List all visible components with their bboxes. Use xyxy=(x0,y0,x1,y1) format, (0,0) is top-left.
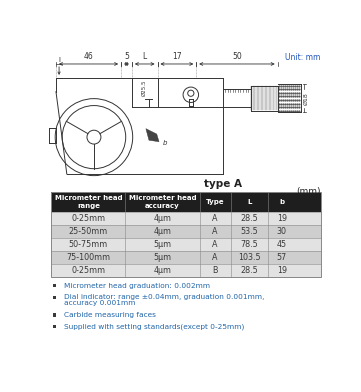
Bar xyxy=(51,238,321,251)
Text: 28.5: 28.5 xyxy=(241,214,258,223)
Bar xyxy=(51,192,321,277)
Text: Unit: mm: Unit: mm xyxy=(285,53,320,62)
Bar xyxy=(51,264,321,277)
Text: 75-100mm: 75-100mm xyxy=(66,253,110,262)
Text: A: A xyxy=(212,240,218,249)
Text: L: L xyxy=(247,199,252,205)
Text: A: A xyxy=(212,253,218,262)
Text: Dial indicator: range ±0.04mm, graduation 0.001mm,: Dial indicator: range ±0.04mm, graduatio… xyxy=(64,294,264,300)
Text: 28.5: 28.5 xyxy=(241,266,258,275)
Bar xyxy=(51,212,321,225)
Text: Micrometer head
range: Micrometer head range xyxy=(55,195,122,209)
Text: Ø18: Ø18 xyxy=(304,92,309,105)
Text: Type: Type xyxy=(206,199,225,205)
Text: 4μm: 4μm xyxy=(153,214,171,223)
Text: b: b xyxy=(279,199,284,205)
Text: L: L xyxy=(143,52,147,61)
Text: 46: 46 xyxy=(84,52,93,61)
Text: Micrometer head
accuracy: Micrometer head accuracy xyxy=(129,195,196,209)
Bar xyxy=(53,284,56,287)
Text: 4μm: 4μm xyxy=(153,227,171,236)
Text: 103.5: 103.5 xyxy=(238,253,261,262)
Text: 50: 50 xyxy=(232,52,242,61)
Bar xyxy=(51,192,321,212)
Text: I: I xyxy=(58,57,60,63)
Text: accuracy 0.001mm: accuracy 0.001mm xyxy=(64,300,135,307)
Bar xyxy=(51,225,321,238)
Text: 53.5: 53.5 xyxy=(241,227,258,236)
Text: 25-50mm: 25-50mm xyxy=(69,227,108,236)
Polygon shape xyxy=(146,129,159,142)
Text: 5μm: 5μm xyxy=(153,240,171,249)
Text: Supplied with setting standards(except 0-25mm): Supplied with setting standards(except 0… xyxy=(64,323,244,330)
Text: 0-25mm: 0-25mm xyxy=(71,266,105,275)
Text: 17: 17 xyxy=(172,52,182,61)
Text: 30: 30 xyxy=(277,227,287,236)
Text: 45: 45 xyxy=(277,240,287,249)
Text: 5: 5 xyxy=(124,52,129,61)
Text: 19: 19 xyxy=(277,266,287,275)
Text: Carbide measuring faces: Carbide measuring faces xyxy=(64,312,156,318)
Text: 19: 19 xyxy=(277,214,287,223)
Text: 0-25mm: 0-25mm xyxy=(71,214,105,223)
Text: type A: type A xyxy=(204,180,242,189)
Text: 78.5: 78.5 xyxy=(241,240,258,249)
Text: Micrometer head graduation: 0.002mm: Micrometer head graduation: 0.002mm xyxy=(64,283,210,289)
Text: Ø25.5: Ø25.5 xyxy=(142,80,147,96)
Text: 57: 57 xyxy=(277,253,287,262)
Bar xyxy=(53,314,56,317)
Text: (mm): (mm) xyxy=(296,187,321,196)
Text: B: B xyxy=(212,266,218,275)
Text: b: b xyxy=(163,140,168,146)
Bar xyxy=(53,325,56,328)
Text: 5μm: 5μm xyxy=(153,253,171,262)
Bar xyxy=(51,251,321,264)
Text: A: A xyxy=(212,227,218,236)
Text: 50-75mm: 50-75mm xyxy=(69,240,108,249)
Bar xyxy=(53,296,56,299)
Text: A: A xyxy=(212,214,218,223)
Text: 4μm: 4μm xyxy=(153,266,171,275)
